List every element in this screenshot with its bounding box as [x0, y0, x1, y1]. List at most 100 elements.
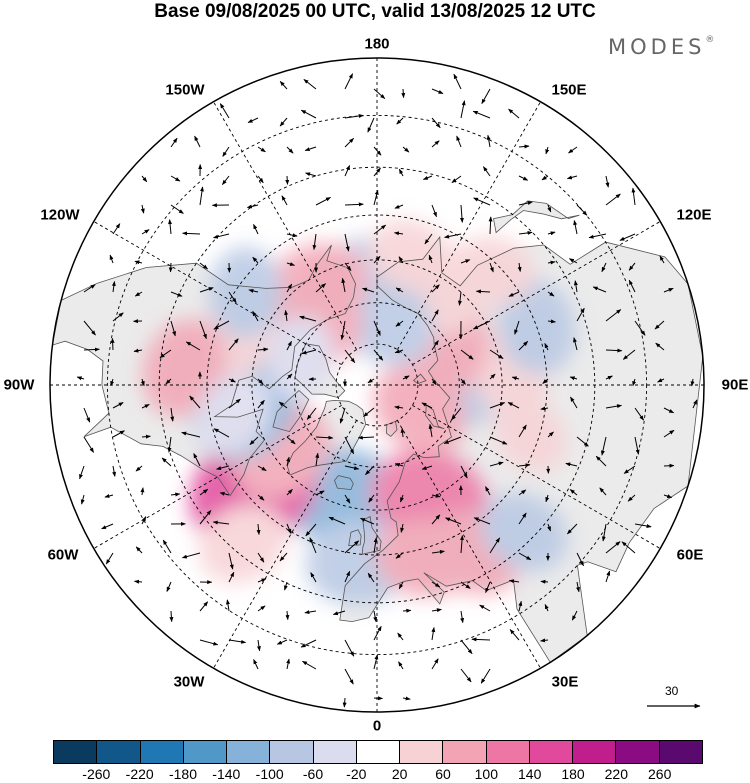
wind-vector — [344, 114, 364, 119]
wind-vector — [199, 639, 219, 646]
wind-vector — [599, 487, 607, 496]
wind-vector — [367, 117, 375, 133]
wind-vector — [690, 378, 695, 387]
wind-vector — [422, 175, 433, 180]
wind-vector — [509, 629, 520, 641]
wind-vector — [246, 204, 259, 209]
wind-vector — [576, 307, 585, 322]
wind-vector — [286, 658, 291, 670]
wind-vector — [540, 406, 549, 411]
wind-vector — [628, 262, 636, 271]
wind-vector — [605, 404, 622, 409]
wind-vector — [451, 175, 462, 184]
legend-swatch-10 — [486, 741, 530, 763]
wind-vector — [475, 289, 491, 294]
brand-mark: ® — [705, 35, 715, 45]
wind-vector — [457, 291, 462, 306]
wind-vector — [663, 287, 674, 293]
wind-vector — [161, 457, 172, 467]
wind-vector — [257, 465, 267, 472]
wind-vector — [340, 320, 346, 341]
wind-vector — [342, 697, 347, 708]
wind-vector — [443, 436, 462, 444]
wind-vector — [300, 109, 317, 119]
wind-vector — [508, 108, 520, 119]
wind-vector — [663, 494, 673, 499]
legend-tick-label: -20 — [346, 766, 367, 782]
wind-vector — [568, 258, 578, 264]
wind-vector — [248, 288, 259, 293]
wind-vector — [285, 175, 290, 185]
wind-vector — [573, 280, 578, 293]
wind-vector — [398, 581, 404, 590]
wind-vector — [424, 233, 433, 245]
wind-vector — [247, 117, 259, 124]
wind-vector — [431, 514, 441, 525]
wind-vector — [181, 552, 201, 559]
wind-vector — [257, 175, 264, 184]
wind-vector — [489, 436, 508, 445]
wind-vector — [605, 541, 621, 554]
wind-vector — [363, 407, 375, 417]
wind-vector — [547, 231, 556, 236]
wind-vector — [444, 233, 462, 239]
wind-vector — [134, 579, 143, 584]
wind-vector — [216, 465, 230, 471]
wind-vector — [573, 220, 578, 235]
wind-vector — [400, 523, 405, 533]
wind-vector — [362, 287, 375, 293]
wind-vector — [252, 256, 259, 264]
legend-swatch-13 — [616, 741, 660, 763]
wind-vector — [518, 489, 527, 496]
wind-vector — [256, 639, 261, 652]
legend-tick-label: 140 — [518, 766, 542, 782]
wind-vector — [344, 202, 364, 207]
wind-vector — [170, 137, 178, 148]
wind-vector — [257, 378, 264, 385]
wind-vector — [518, 201, 533, 206]
wind-vector — [299, 315, 317, 322]
wind-vector — [219, 491, 230, 496]
wind-vector — [83, 347, 100, 352]
wind-vector — [544, 603, 549, 612]
wind-vector — [401, 88, 406, 99]
wind-vector — [344, 540, 360, 554]
wind-vector — [518, 424, 527, 438]
map-border — [49, 57, 705, 713]
wind-vector — [394, 463, 404, 467]
wind-vector — [485, 581, 491, 594]
coastline-japan — [493, 200, 580, 234]
wind-vector — [373, 625, 382, 641]
wind-vector — [489, 537, 501, 554]
wind-vector — [431, 309, 439, 322]
wind-vector — [199, 186, 204, 206]
wind-vector — [276, 639, 288, 645]
anomaly-blob — [199, 505, 288, 584]
wind-vector — [79, 465, 85, 480]
legend-tick-label: 20 — [391, 766, 408, 782]
wind-vector — [312, 233, 317, 251]
wind-vector — [302, 660, 317, 670]
wind-vector — [304, 146, 317, 152]
wind-vector — [344, 233, 350, 252]
wind-vector — [394, 204, 404, 209]
wind-vector — [576, 552, 584, 567]
lon-label-30e: 30E — [551, 673, 579, 691]
latitude-circle — [106, 114, 648, 656]
wind-vector — [628, 279, 636, 293]
wind-vector — [489, 461, 504, 467]
wind-vector — [135, 465, 143, 472]
wind-vector — [518, 341, 529, 351]
wind-vector — [567, 523, 578, 535]
wind-vector — [472, 110, 491, 119]
wind-vector — [547, 260, 556, 265]
wind-vector — [257, 552, 265, 563]
wind-vector — [540, 579, 549, 584]
wind-vector — [135, 546, 143, 554]
wind-vector — [332, 610, 346, 616]
wind-vector — [199, 262, 208, 270]
wind-vector — [228, 571, 235, 583]
wind-vector — [394, 231, 404, 236]
wind-vector — [489, 402, 506, 409]
